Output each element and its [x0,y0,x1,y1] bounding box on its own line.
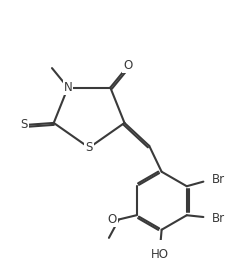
Text: Br: Br [212,173,225,186]
Text: HO: HO [151,248,169,261]
Text: S: S [85,141,93,154]
Text: O: O [123,59,133,72]
Text: N: N [64,81,72,94]
Text: O: O [108,213,117,226]
Text: S: S [21,118,28,131]
Text: Br: Br [212,211,225,225]
